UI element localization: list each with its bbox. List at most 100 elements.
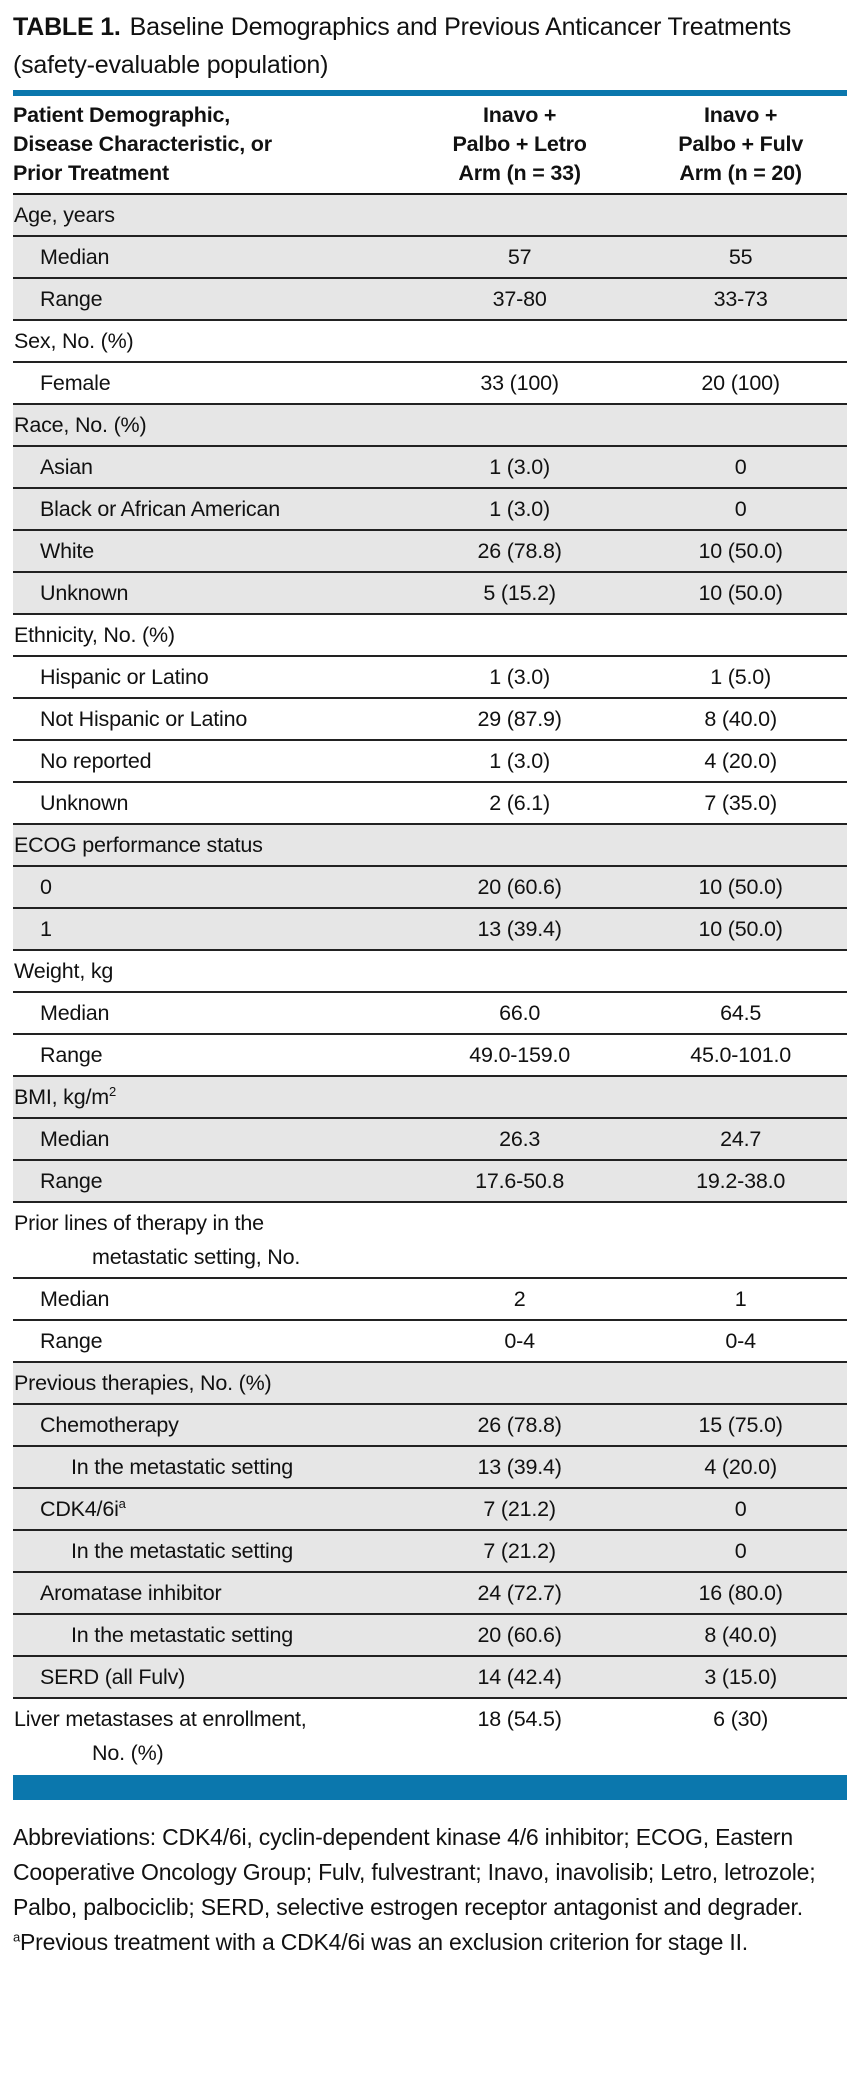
table-row: No reported 1 (3.0) 4 (20.0) <box>13 739 847 782</box>
row-label: 1 <box>13 907 405 950</box>
table-title-text: Baseline Demographics and Previous Antic… <box>129 13 792 41</box>
table-row: In the metastatic setting 7 (21.2) 0 <box>13 1529 847 1572</box>
table-row: Unknown 5 (15.2) 10 (50.0) <box>13 571 847 614</box>
footnote-a: aPrevious treatment with a CDK4/6i was a… <box>13 1925 847 1960</box>
table-row: Prior lines of therapy in the metastatic … <box>13 1201 847 1278</box>
row-value-arm2: 4 (20.0) <box>634 1445 847 1488</box>
table-body: Age, years Median 57 55 Range 37-80 33-7… <box>13 194 847 1773</box>
header-arm1-column: Inavo + Palbo + Letro Arm (n = 33) <box>404 93 635 195</box>
row-value-arm1 <box>404 319 635 362</box>
table-row: Median 2 1 <box>13 1277 847 1320</box>
row-label: Median <box>13 235 405 278</box>
row-value-arm1: 13 (39.4) <box>404 907 635 950</box>
row-value-arm2: 0 <box>634 487 847 530</box>
table-row: Hispanic or Latino 1 (3.0) 1 (5.0) <box>13 655 847 698</box>
row-value-arm2: 33-73 <box>634 277 847 320</box>
row-value-arm1 <box>405 194 634 236</box>
table-row: In the metastatic setting 13 (39.4) 4 (2… <box>13 1445 847 1488</box>
row-label: Range <box>13 1033 405 1076</box>
row-label: Asian <box>13 445 405 488</box>
table-row: Age, years <box>13 194 847 236</box>
header-label-line: Prior Treatment <box>13 161 169 185</box>
row-value-arm2 <box>634 613 847 656</box>
row-value-arm2: 0 <box>634 1529 847 1572</box>
row-label: In the metastatic setting <box>13 1613 405 1656</box>
row-value-arm2: 1 (5.0) <box>634 655 847 698</box>
header-arm2-line: Inavo + <box>704 103 778 127</box>
table-row: Range 17.6-50.8 19.2-38.0 <box>13 1159 847 1202</box>
row-value-arm1: 1 (3.0) <box>404 445 635 488</box>
row-label: Not Hispanic or Latino <box>13 697 405 740</box>
row-label: SERD (all Fulv) <box>13 1655 405 1698</box>
row-value-arm1: 37-80 <box>404 277 635 320</box>
row-value-arm1: 17.6-50.8 <box>404 1159 635 1202</box>
table-row: Previous therapies, No. (%) <box>13 1361 847 1404</box>
row-value-arm2: 3 (15.0) <box>634 1655 847 1698</box>
row-value-arm1: 29 (87.9) <box>404 697 635 740</box>
row-value-arm2: 1 <box>634 1277 847 1320</box>
row-label: Age, years <box>14 203 115 227</box>
table-row: CDK4/6ia 7 (21.2) 0 <box>13 1487 847 1530</box>
row-label: Black or African American <box>13 487 405 530</box>
page: TABLE 1. Baseline Demographics and Previo… <box>13 8 847 1960</box>
row-value-arm2: 10 (50.0) <box>634 865 847 908</box>
row-value-arm1: 13 (39.4) <box>404 1445 635 1488</box>
table-row: ECOG performance status <box>13 823 847 866</box>
row-value-arm1 <box>404 403 635 446</box>
row-label: Ethnicity, No. (%) <box>13 613 405 656</box>
row-value-arm1 <box>404 1361 635 1404</box>
table-row: Aromatase inhibitor 24 (72.7) 16 (80.0) <box>13 1571 847 1614</box>
row-value-arm1: 7 (21.2) <box>404 1487 635 1530</box>
row-label: Range <box>13 1159 405 1202</box>
row-value-arm2 <box>634 403 847 446</box>
table-row: White 26 (78.8) 10 (50.0) <box>13 529 847 572</box>
header-label-line: Disease Characteristic, or <box>13 132 272 156</box>
row-label: BMI, kg/m2 <box>13 1075 405 1118</box>
table-row: Weight, kg <box>13 949 847 992</box>
table-row: Median 66.0 64.5 <box>13 991 847 1034</box>
row-label: Liver metastases at enrollment, No. (%) <box>13 1697 405 1773</box>
row-label: Median <box>13 1277 405 1320</box>
row-value-arm1: 57 <box>404 235 635 278</box>
table-row: SERD (all Fulv) 14 (42.4) 3 (15.0) <box>13 1655 847 1698</box>
table-title: TABLE 1. Baseline Demographics and Previo… <box>13 8 847 84</box>
row-value-arm2: 10 (50.0) <box>634 571 847 614</box>
header-label-column: Patient Demographic, Disease Characteris… <box>13 93 405 195</box>
row-value-arm2: 55 <box>634 235 847 278</box>
header-arm2-column: Inavo + Palbo + Fulv Arm (n = 20) <box>634 93 847 195</box>
demographics-table: Patient Demographic, Disease Characteris… <box>13 90 847 1773</box>
table-header: Patient Demographic, Disease Characteris… <box>13 93 847 195</box>
row-value-arm2 <box>634 1201 847 1278</box>
row-label: Sex, No. (%) <box>13 319 405 362</box>
row-value-arm2: 8 (40.0) <box>634 697 847 740</box>
table-row: 0 20 (60.6) 10 (50.0) <box>13 865 847 908</box>
row-value-arm1: 26.3 <box>404 1117 635 1160</box>
table-row: 1 13 (39.4) 10 (50.0) <box>13 907 847 950</box>
row-label: Hispanic or Latino <box>13 655 405 698</box>
table-row: Sex, No. (%) <box>13 319 847 362</box>
row-value-arm1 <box>404 823 635 866</box>
row-value-arm2: 64.5 <box>634 991 847 1034</box>
row-value-arm2: 0 <box>634 445 847 488</box>
table-row: BMI, kg/m2 <box>13 1075 847 1118</box>
row-value-arm1: 66.0 <box>404 991 635 1034</box>
row-value-arm2: 24.7 <box>634 1117 847 1160</box>
row-value-arm1: 1 (3.0) <box>404 739 635 782</box>
row-label: In the metastatic setting <box>13 1445 405 1488</box>
table-row: Range 0-4 0-4 <box>13 1319 847 1362</box>
row-label: Median <box>13 1117 405 1160</box>
row-value-arm2 <box>634 1361 847 1404</box>
abbreviations-note: Abbreviations: CDK4/6i, cyclin-dependent… <box>13 1824 816 1920</box>
row-label: Range <box>13 1319 405 1362</box>
row-label: Prior lines of therapy in the metastatic … <box>13 1201 405 1278</box>
row-value-arm2: 8 (40.0) <box>634 1613 847 1656</box>
row-value-arm1: 7 (21.2) <box>404 1529 635 1572</box>
row-label: Female <box>13 361 405 404</box>
header-arm2-line: Palbo + Fulv <box>678 132 804 156</box>
row-value-arm1: 33 (100) <box>404 361 635 404</box>
row-value-arm2: 7 (35.0) <box>634 781 847 824</box>
superscript: 2 <box>108 1083 116 1099</box>
table-title-line2: (safety-evaluable population) <box>13 51 329 79</box>
row-value-arm1: 2 <box>404 1277 635 1320</box>
row-value-arm1: 5 (15.2) <box>404 571 635 614</box>
